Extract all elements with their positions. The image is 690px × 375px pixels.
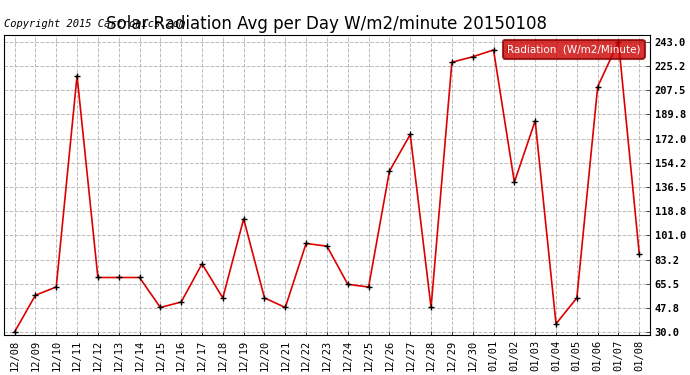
Title: Solar Radiation Avg per Day W/m2/minute 20150108: Solar Radiation Avg per Day W/m2/minute … bbox=[106, 15, 547, 33]
Legend: Radiation  (W/m2/Minute): Radiation (W/m2/Minute) bbox=[503, 40, 644, 58]
Text: Copyright 2015 Cartronics.com: Copyright 2015 Cartronics.com bbox=[4, 19, 186, 29]
